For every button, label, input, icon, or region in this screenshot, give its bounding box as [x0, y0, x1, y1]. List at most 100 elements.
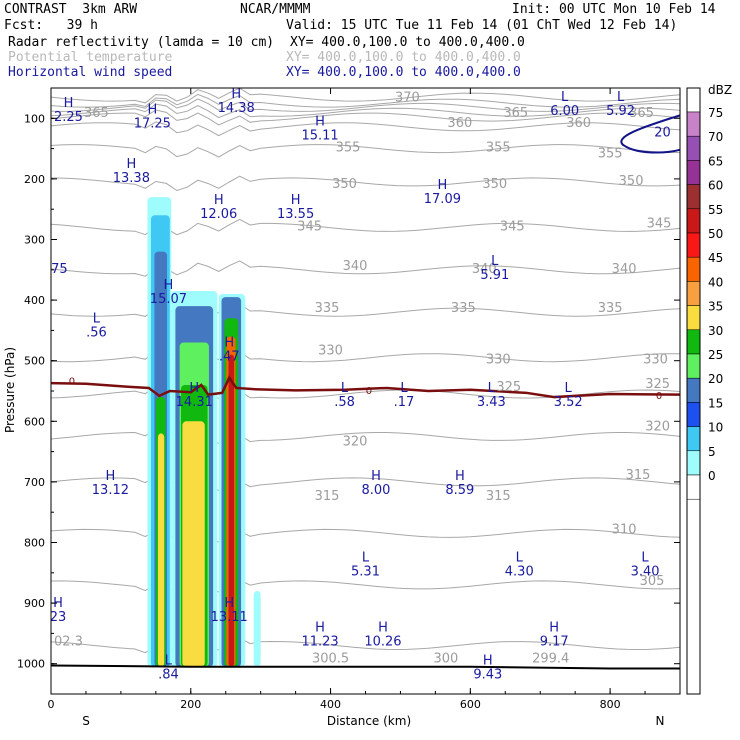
theta-contour-label: 365 [503, 106, 528, 121]
y-tick-label: 400 [24, 294, 45, 307]
wind-extremum-value: 11.23 [301, 634, 338, 649]
wind-high-marker: H [214, 193, 224, 208]
wind-extremum-value: 17.09 [424, 192, 461, 207]
wind-high-marker: H [126, 157, 136, 172]
org-label: NCAR/MMMM [240, 2, 311, 17]
wind-extremum-value: 9.17 [540, 634, 569, 649]
y-tick-label: 900 [24, 597, 45, 610]
wind-high-marker: H [437, 178, 447, 193]
field-theta-name: Potential temperature [8, 50, 173, 65]
wind-extremum-value: 13.55 [277, 207, 314, 222]
colorbar-tick-label: 65 [708, 154, 723, 168]
reflectivity-column [253, 590, 261, 667]
contour-label: 20 [654, 125, 671, 140]
theta-contour-label: 02.3 [54, 635, 83, 650]
surface-line [50, 664, 680, 670]
wind-low-marker: L [341, 381, 349, 396]
theta-contour-label: 325 [645, 377, 670, 392]
contour-labels: 370 365 365 365 360 360 355 355 355 350 350 350 345 3… [50, 87, 672, 683]
valid-time: Valid: 15 UTC Tue 11 Feb 14 (01 ChT Wed … [286, 18, 678, 33]
colorbar-tick-label: 45 [708, 251, 723, 265]
x-tick-label: 400 [320, 698, 341, 711]
colorbar-swatch [686, 111, 701, 137]
y-tick-label: 700 [24, 476, 45, 489]
reflectivity-column [157, 433, 165, 667]
wind-low-marker: L [93, 311, 101, 326]
x-axis-end-label: N [656, 714, 665, 728]
wind-high-marker: H [483, 654, 493, 669]
wind-high-marker: H [371, 469, 381, 484]
colorbar-swatch [686, 402, 701, 427]
theta-contour-label: 325 [496, 380, 521, 395]
theta-contour-label: 355 [336, 141, 361, 156]
x-axis-label: Distance (km) [327, 714, 411, 728]
wind-extremum-value: 10.26 [364, 634, 401, 649]
theta-contour-line [50, 144, 681, 158]
field-reflectivity-xy: XY= 400.0,100.0 to 400.0,400.0 [290, 35, 525, 50]
colorbar-swatch [686, 305, 701, 331]
theta-contour-line [50, 98, 681, 112]
field-wind-xy: XY= 400.0,100.0 to 400.0,400.0 [286, 65, 521, 80]
colorbar-swatch [686, 329, 701, 355]
wind-low-marker: L [362, 551, 370, 566]
wind-extremum-value: 4.30 [505, 565, 534, 580]
wind-extremum-value: 5.91 [480, 268, 509, 283]
wind-extremum-value: 13.12 [92, 483, 129, 498]
colorbar-swatch [686, 184, 701, 210]
init-time: Init: 00 UTC Mon 10 Feb 14 [512, 2, 716, 17]
colorbar-tick-label: 40 [708, 275, 723, 289]
theta-contour-label: 305 [640, 574, 665, 589]
wind-high-marker: H [455, 469, 465, 484]
theta-contour-label: 345 [500, 219, 525, 234]
wind-low-marker: L [165, 654, 173, 669]
theta-contour-label: 355 [486, 141, 511, 156]
wind-extremum-value: 15.07 [150, 292, 187, 307]
theta-contour-line [50, 93, 681, 108]
colorbar-swatch [686, 281, 701, 306]
theta-contour-label: 320 [645, 419, 670, 434]
wind-high-marker: H [315, 620, 325, 635]
wind-extremum-value: .84 [158, 668, 179, 683]
theta-contour-label: 300.5 [312, 651, 349, 666]
wind-extremum-value: 12.06 [200, 207, 237, 222]
colorbar-tick-label: 60 [708, 179, 723, 193]
theta-contour-label: 360 [447, 116, 472, 131]
colorbar-swatch [686, 450, 701, 476]
theta-contour-label: 345 [297, 219, 322, 234]
wind-high-marker: H [147, 102, 157, 117]
colorbar-swatch [686, 135, 701, 161]
theta-contour-label: 330 [318, 344, 343, 359]
colorbar-tick-label: 15 [708, 396, 723, 410]
wind-extremum-value: 14.31 [176, 395, 213, 410]
wind-high-marker: H [106, 469, 116, 484]
theta-contour-label: 330 [486, 353, 511, 368]
wind-high-marker: H [64, 96, 74, 111]
theta-contour-label: 299.4 [532, 651, 569, 666]
wind-extremum-value: 13.11 [211, 610, 248, 625]
wind-extremum-value: 8.00 [362, 483, 391, 498]
wind-extremum-value: .56 [86, 325, 107, 340]
wind-high-marker: H [224, 336, 234, 351]
wind-high-marker: H [224, 596, 234, 611]
wind-extremum-value: 3.40 [631, 565, 660, 580]
theta-contour-line [50, 121, 681, 137]
theta-contour-line [50, 175, 681, 192]
theta-contour-label: 355 [598, 147, 623, 162]
field-wind-name: Horizontal wind speed [8, 65, 173, 80]
y-tick-label: 300 [24, 234, 45, 247]
x-tick-label: 200 [180, 698, 201, 711]
wind-extremum-value: 2.25 [54, 110, 83, 125]
theta-contour-label: 350 [332, 177, 357, 192]
wind-extremum-value: 17.25 [134, 116, 171, 131]
colorbar-tick-label: 35 [708, 300, 723, 314]
wind-high-marker: H [291, 193, 301, 208]
theta-contour-line [50, 109, 681, 126]
colorbar-tick-label: 50 [708, 227, 723, 241]
wind-high-marker: H [549, 620, 559, 635]
forecast-hour: Fcst: 39 h [4, 18, 98, 33]
theta-contour-label: 365 [629, 106, 654, 121]
theta-contour-label: 340 [612, 262, 637, 277]
wind-low-marker: L [488, 381, 496, 396]
